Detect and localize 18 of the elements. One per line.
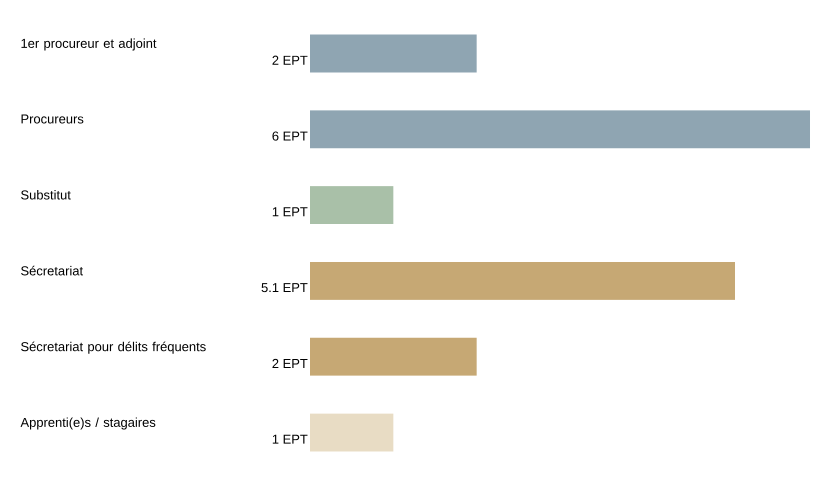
- bar: [310, 34, 477, 72]
- bar: [310, 262, 736, 300]
- y-tick-label: Sécretariat pour délits fréquents: [21, 342, 206, 354]
- bar: [310, 338, 477, 376]
- y-tick-label: Procureurs: [22, 114, 84, 124]
- y-tick-label: Sécretariat: [21, 266, 83, 276]
- bar: [310, 414, 394, 452]
- bar: [310, 186, 394, 224]
- bar: [310, 110, 810, 148]
- data-label: 1 EPT: [272, 207, 308, 216]
- data-label: 1 EPT: [272, 434, 308, 444]
- y-tick-label: 1er procureur et adjoint: [21, 38, 156, 51]
- data-label: 2 EPT: [272, 56, 308, 65]
- y-tick-label: Apprenti(e)s / stagaires: [20, 417, 156, 430]
- data-label: 2 EPT: [272, 358, 308, 368]
- data-label: 6 EPT: [272, 131, 308, 141]
- y-tick-label: Substitut: [21, 190, 71, 200]
- data-label: 5.1 EPT: [262, 283, 308, 292]
